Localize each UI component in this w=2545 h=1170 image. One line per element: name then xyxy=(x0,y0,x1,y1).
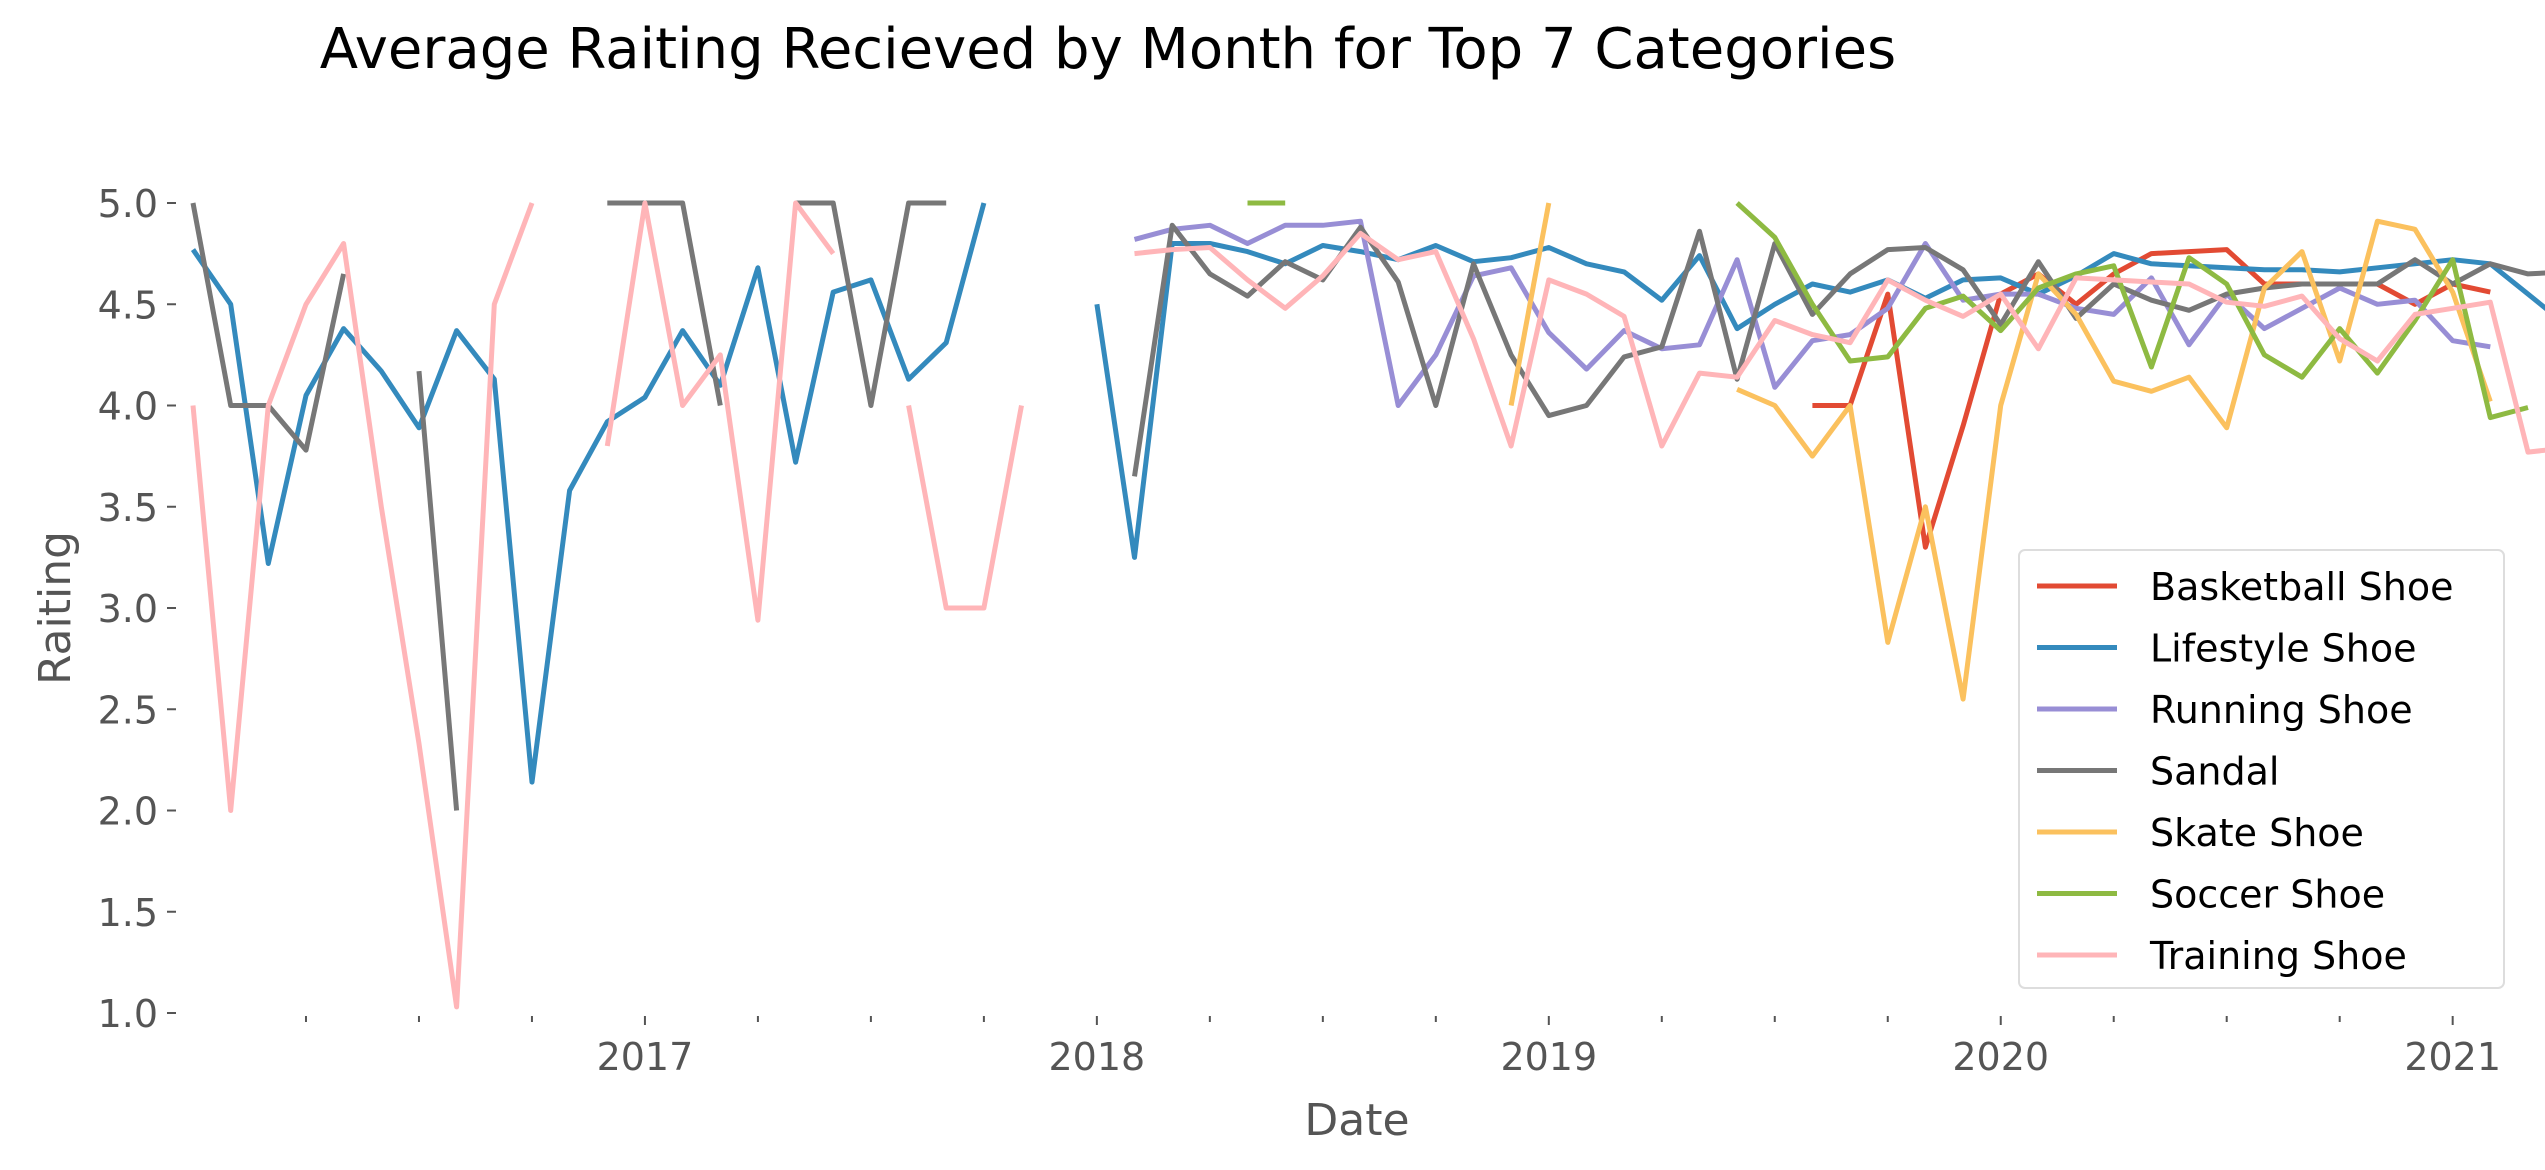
chart-title: Average Raiting Recieved by Month for To… xyxy=(320,17,1896,82)
legend-label: Skate Shoe xyxy=(2150,811,2364,855)
y-tick-label: 5.0 xyxy=(98,182,158,226)
series-line-segment xyxy=(190,202,987,785)
y-tick-label: 2.0 xyxy=(98,790,158,834)
legend-label: Lifestyle Shoe xyxy=(2150,627,2417,671)
series-line-segment xyxy=(607,200,723,406)
legend-label: Running Shoe xyxy=(2150,688,2413,732)
series-skate-shoe xyxy=(1508,202,2493,702)
series-line-segment xyxy=(1736,218,2493,702)
series-line-segment xyxy=(416,370,460,811)
x-tick-label: 2020 xyxy=(1952,1035,2049,1079)
x-tick-label: 2017 xyxy=(597,1035,694,1079)
legend-label: Soccer Shoe xyxy=(2150,873,2385,917)
y-tick-label: 2.5 xyxy=(98,688,158,732)
legend-label: Basketball Shoe xyxy=(2150,565,2454,609)
y-tick-label: 4.5 xyxy=(98,283,158,327)
series-line-segment xyxy=(1134,230,2545,455)
series-line-segment xyxy=(1094,241,2545,560)
y-axis-label: Raiting xyxy=(30,531,81,685)
y-tick-label: 4.0 xyxy=(98,385,158,429)
legend-box xyxy=(2018,549,2505,989)
x-tick-label: 2021 xyxy=(2404,1035,2501,1079)
y-tick-label: 1.0 xyxy=(98,992,158,1036)
legend-label: Training Shoe xyxy=(2149,934,2407,978)
legend: Basketball Shoe Lifestyle Shoe Running Sho… xyxy=(2018,549,2505,989)
x-axis-label: Date xyxy=(1304,1095,1409,1146)
series-line-segment xyxy=(1133,218,2491,408)
series-line-segment xyxy=(604,200,836,623)
x-tick-label: 2018 xyxy=(1049,1035,1146,1079)
series-soccer-shoe xyxy=(1247,200,2529,421)
x-axis: 2017 2018 2019 2020 2021 xyxy=(304,1016,2501,1079)
series-line-segment xyxy=(906,405,1024,611)
y-tick-label: 3.0 xyxy=(98,587,158,631)
series-line-segment xyxy=(1508,202,1552,406)
series-line-segment xyxy=(1735,201,2529,421)
series-lines xyxy=(190,200,2545,1010)
series-training-shoe xyxy=(190,200,2545,1010)
y-tick-label: 3.5 xyxy=(98,486,158,530)
y-tick-label: 1.5 xyxy=(98,891,158,935)
series-line-segment xyxy=(1132,222,2545,477)
legend-label: Sandal xyxy=(2150,750,2279,794)
series-running-shoe xyxy=(1133,218,2491,408)
series-line-segment xyxy=(190,202,535,1010)
x-tick-label: 2019 xyxy=(1500,1035,1597,1079)
y-axis: 1.0 1.5 2.0 2.5 3.0 3.5 4.0 4.5 5.0 xyxy=(98,182,176,1036)
series-line-segment xyxy=(795,200,947,408)
